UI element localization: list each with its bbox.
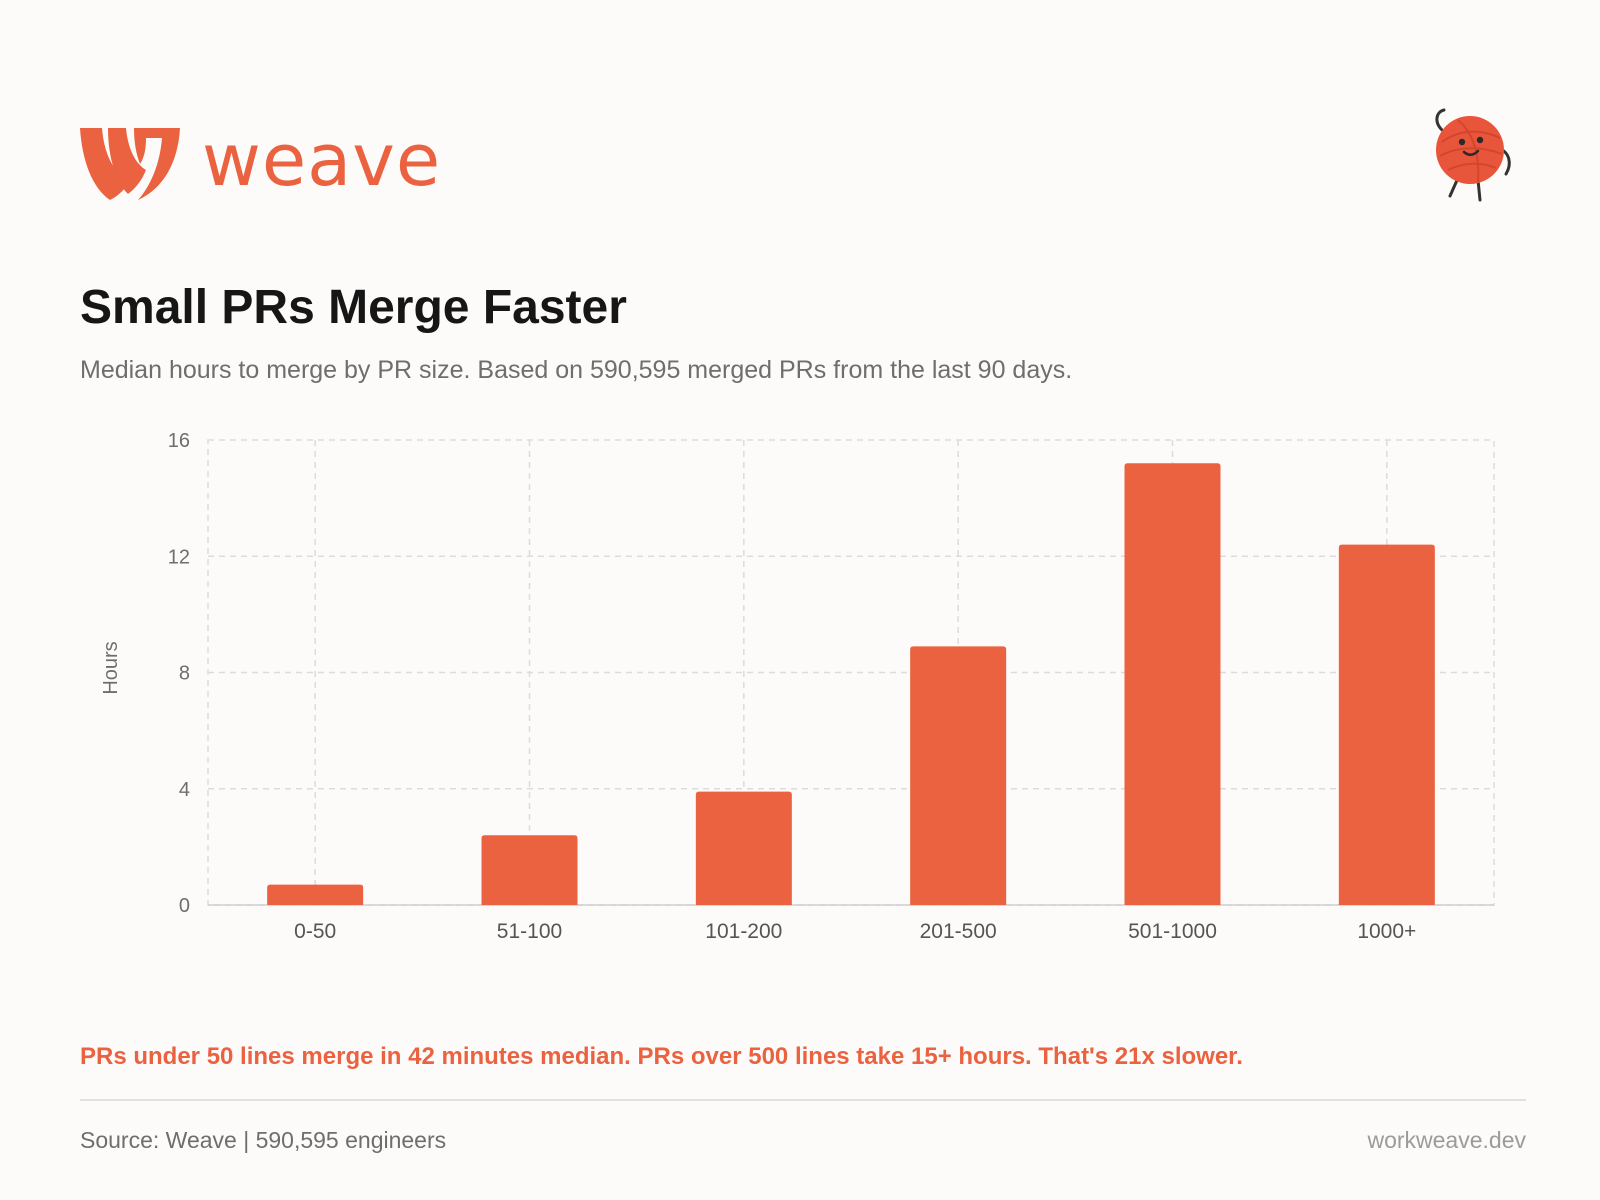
- y-tick-label: 12: [168, 546, 190, 568]
- site-link: workweave.dev: [1367, 1127, 1526, 1153]
- y-tick-label: 8: [179, 663, 190, 685]
- bar-chart: 0 4 8 12 16 0-50 51-100 101-200 201-500 501-1000…: [100, 430, 1495, 943]
- x-tick-label: 501-1000: [1128, 920, 1217, 943]
- bar-201-500: [910, 646, 1007, 905]
- bar-0-50: [267, 884, 364, 905]
- weave-logo: weave: [80, 124, 441, 200]
- footer-divider: [80, 1099, 1526, 1101]
- bar-1000+: [1338, 544, 1435, 905]
- x-tick-label: 101-200: [705, 920, 782, 943]
- y-tick-label: 0: [179, 895, 190, 917]
- chart-title: Small PRs Merge Faster: [80, 281, 627, 334]
- weave-logo-icon: [80, 128, 180, 200]
- chart-bars: [267, 463, 1435, 905]
- y-axis-ticks: 0 4 8 12 16: [168, 430, 190, 917]
- bar-101-200: [695, 791, 792, 905]
- x-tick-label: 201-500: [920, 920, 997, 943]
- bar-501-1000: [1124, 463, 1221, 905]
- x-axis-ticks: 0-50 51-100 101-200 201-500 501-1000 1000+: [294, 920, 1416, 943]
- y-tick-label: 16: [168, 430, 190, 452]
- bar-51-100: [481, 835, 578, 905]
- y-tick-label: 4: [179, 779, 190, 801]
- chart-subtitle: Median hours to merge by PR size. Based …: [80, 356, 1073, 384]
- key-insight: PRs under 50 lines merge in 42 minutes m…: [80, 1043, 1243, 1070]
- yarn-ball-mascot-icon: [1435, 108, 1511, 202]
- x-tick-label: 0-50: [294, 920, 336, 943]
- source-note: Source: Weave | 590,595 engineers: [80, 1127, 447, 1153]
- y-axis-label: Hours: [100, 641, 122, 694]
- chart-grid: [207, 439, 1495, 906]
- weave-wordmark: weave: [202, 118, 442, 202]
- x-tick-label: 1000+: [1357, 920, 1416, 943]
- x-tick-label: 51-100: [497, 920, 562, 943]
